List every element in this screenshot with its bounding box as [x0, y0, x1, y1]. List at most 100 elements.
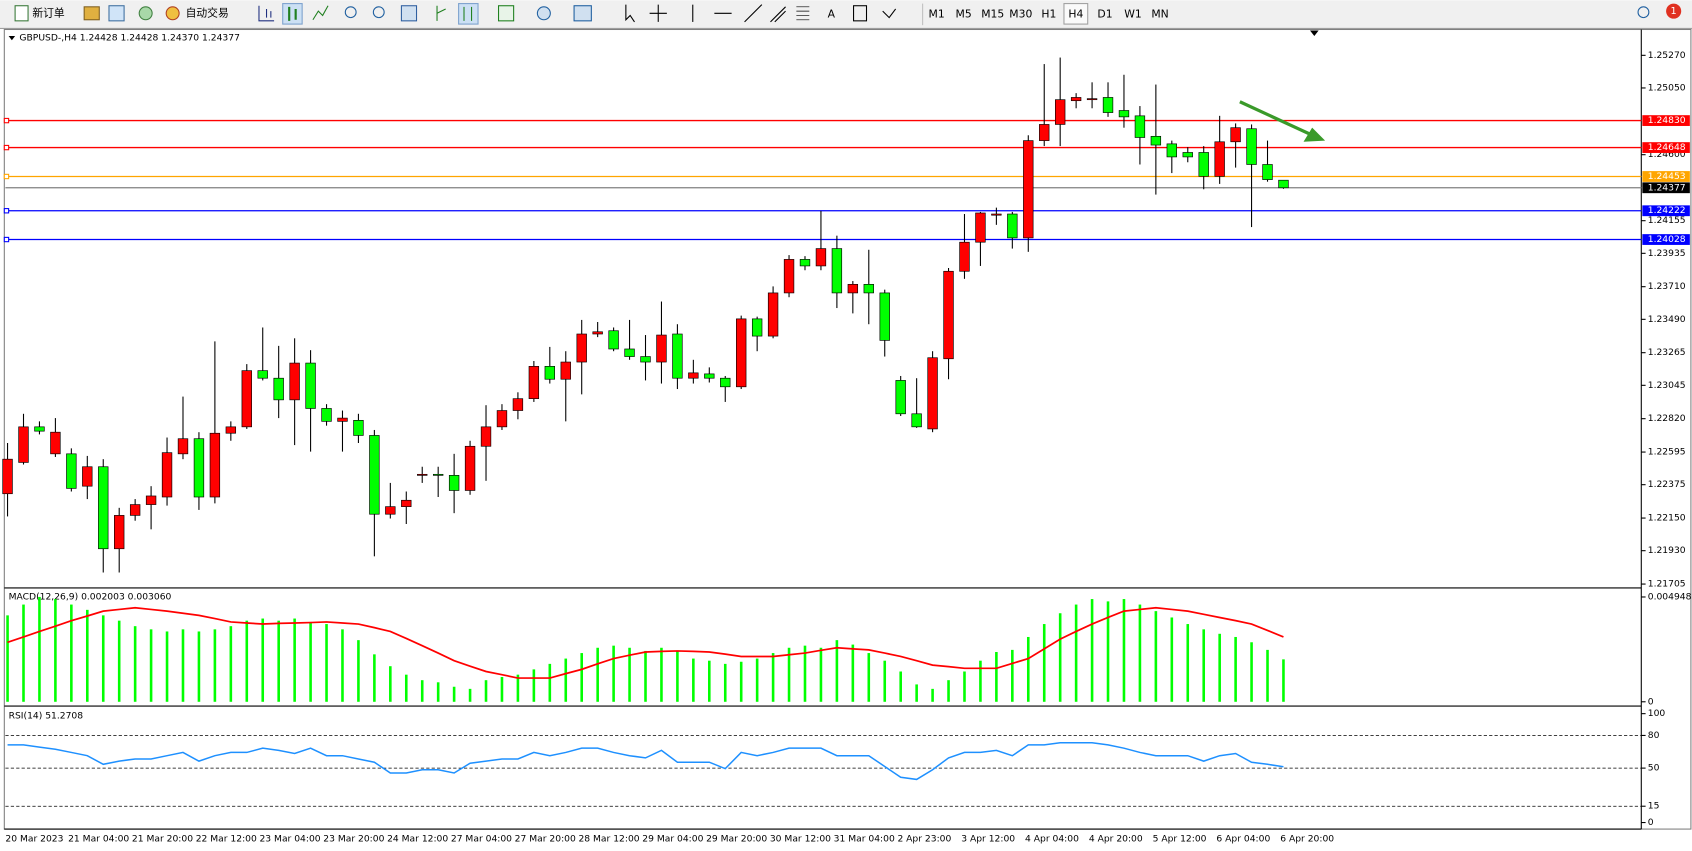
level-anchor: [3, 173, 10, 180]
search-icon[interactable]: [1637, 6, 1650, 19]
candle-body: [209, 432, 221, 498]
arrows-tool[interactable]: [882, 8, 897, 19]
macd-bar: [293, 618, 296, 702]
macd-bar: [532, 669, 536, 702]
autoscroll-icon[interactable]: [436, 5, 446, 21]
cursor-icon[interactable]: [625, 4, 635, 23]
macd-bar: [516, 674, 520, 702]
x-tick-label: 23 Mar 04:00: [259, 833, 320, 844]
macd-bar: [915, 684, 918, 702]
candle-body: [544, 366, 555, 380]
macd-bar: [612, 645, 615, 702]
candle-body: [1198, 152, 1209, 177]
timeframe-button[interactable]: M5: [956, 7, 972, 20]
shift-icon-bg[interactable]: [458, 3, 479, 25]
channel-icon[interactable]: [770, 6, 786, 23]
x-tick-label: 24 Mar 12:00: [387, 833, 448, 844]
candle-body: [241, 370, 252, 428]
tool-icon[interactable]: [83, 6, 100, 21]
candle-body: [464, 445, 476, 491]
text-tool[interactable]: A: [828, 7, 836, 20]
x-tick-label: 6 Apr 20:00: [1280, 833, 1334, 844]
candle-body: [863, 283, 874, 294]
candle-body: [592, 331, 603, 335]
level-label: 1.24377: [1648, 182, 1686, 193]
macd-bar: [197, 631, 201, 702]
candle-icon-bg[interactable]: [282, 3, 303, 25]
candle-body: [1070, 97, 1082, 102]
macd-bar: [963, 671, 966, 702]
timeframe-button[interactable]: M1: [929, 7, 945, 20]
candle-body: [927, 357, 938, 430]
macd-bar: [1090, 599, 1094, 702]
candle-body: [640, 356, 651, 363]
fibo-icon[interactable]: [796, 6, 810, 21]
macd-bar: [484, 680, 488, 702]
level-anchor: [3, 144, 10, 151]
new-order-button[interactable]: 新订单: [32, 6, 65, 19]
macd-bar: [6, 615, 9, 702]
trend-arrowhead: [1303, 127, 1326, 142]
auto-trading-icon[interactable]: [165, 6, 180, 21]
label-tool[interactable]: [853, 5, 868, 22]
templates-icon[interactable]: [573, 5, 592, 22]
macd-bar: [1011, 649, 1014, 702]
candle-chart-icon[interactable]: [288, 6, 297, 21]
level-label: 1.24648: [1648, 142, 1686, 153]
macd-bar: [708, 660, 711, 702]
toolbar: 新订单 自动交易 A M1 M5 M15 M30 H1 H4 D1 W1 MN 1: [14, 3, 1682, 26]
candle-body: [18, 426, 29, 463]
candle-body: [1086, 98, 1098, 101]
periods-icon[interactable]: [536, 6, 551, 21]
macd-bar: [883, 660, 887, 702]
macd-bar: [1154, 611, 1158, 702]
crosshair-icon[interactable]: [649, 4, 667, 22]
macd-bar: [835, 640, 839, 702]
macd-signal: [7, 606, 1284, 679]
candle-body: [2, 458, 13, 495]
timeframe-button[interactable]: H1: [1041, 7, 1056, 20]
timeframe-button[interactable]: D1: [1097, 7, 1112, 20]
tool-icon[interactable]: [138, 6, 153, 21]
timeframe-button[interactable]: M15: [981, 7, 1004, 20]
candle-body: [114, 515, 125, 550]
x-tick-label: 4 Apr 04:00: [1025, 833, 1079, 844]
y-tick-label: 1.21930: [1648, 545, 1686, 556]
badge-bg[interactable]: [1666, 3, 1682, 19]
new-order-icon[interactable]: [14, 5, 29, 22]
macd-bar: [803, 645, 807, 702]
auto-trading-button[interactable]: 自动交易: [186, 6, 229, 19]
y-tick-label: 1.24155: [1648, 215, 1686, 226]
macd-bar: [38, 596, 41, 702]
line-chart-icon[interactable]: [312, 5, 329, 21]
x-tick-label: 23 Mar 20:00: [323, 833, 384, 844]
bar-chart-icon[interactable]: [258, 5, 275, 22]
trendline-icon[interactable]: [744, 4, 763, 23]
zoom-out-icon[interactable]: [372, 6, 385, 19]
candle-body: [688, 372, 699, 379]
timeframe-button[interactable]: M30: [1009, 7, 1032, 20]
candle-body: [1102, 97, 1114, 113]
candle-body: [401, 499, 412, 507]
notification-badge[interactable]: 1: [1671, 6, 1677, 17]
level-label: 1.24453: [1648, 171, 1686, 182]
timeframe-button[interactable]: MN: [1151, 7, 1168, 20]
macd-bar: [723, 663, 727, 702]
candle-body: [1150, 135, 1162, 146]
tile-icon[interactable]: [400, 5, 418, 22]
shift-icon[interactable]: [463, 6, 473, 21]
y-tick-label: 1.24600: [1648, 149, 1686, 160]
candle-body: [305, 362, 316, 409]
indicators-icon[interactable]: [497, 5, 515, 22]
candle-body: [50, 431, 61, 455]
macd-bar: [420, 680, 424, 702]
timeframe-button[interactable]: H4: [1068, 7, 1083, 20]
tool-icon[interactable]: [108, 5, 125, 22]
timeframe-button[interactable]: W1: [1124, 7, 1142, 20]
zoom-in-icon[interactable]: [344, 6, 357, 19]
level-label-bg: [1642, 182, 1690, 194]
candle-body: [847, 283, 859, 294]
y-tick-label: 1.23710: [1648, 281, 1686, 292]
macd-bar: [1074, 604, 1078, 702]
